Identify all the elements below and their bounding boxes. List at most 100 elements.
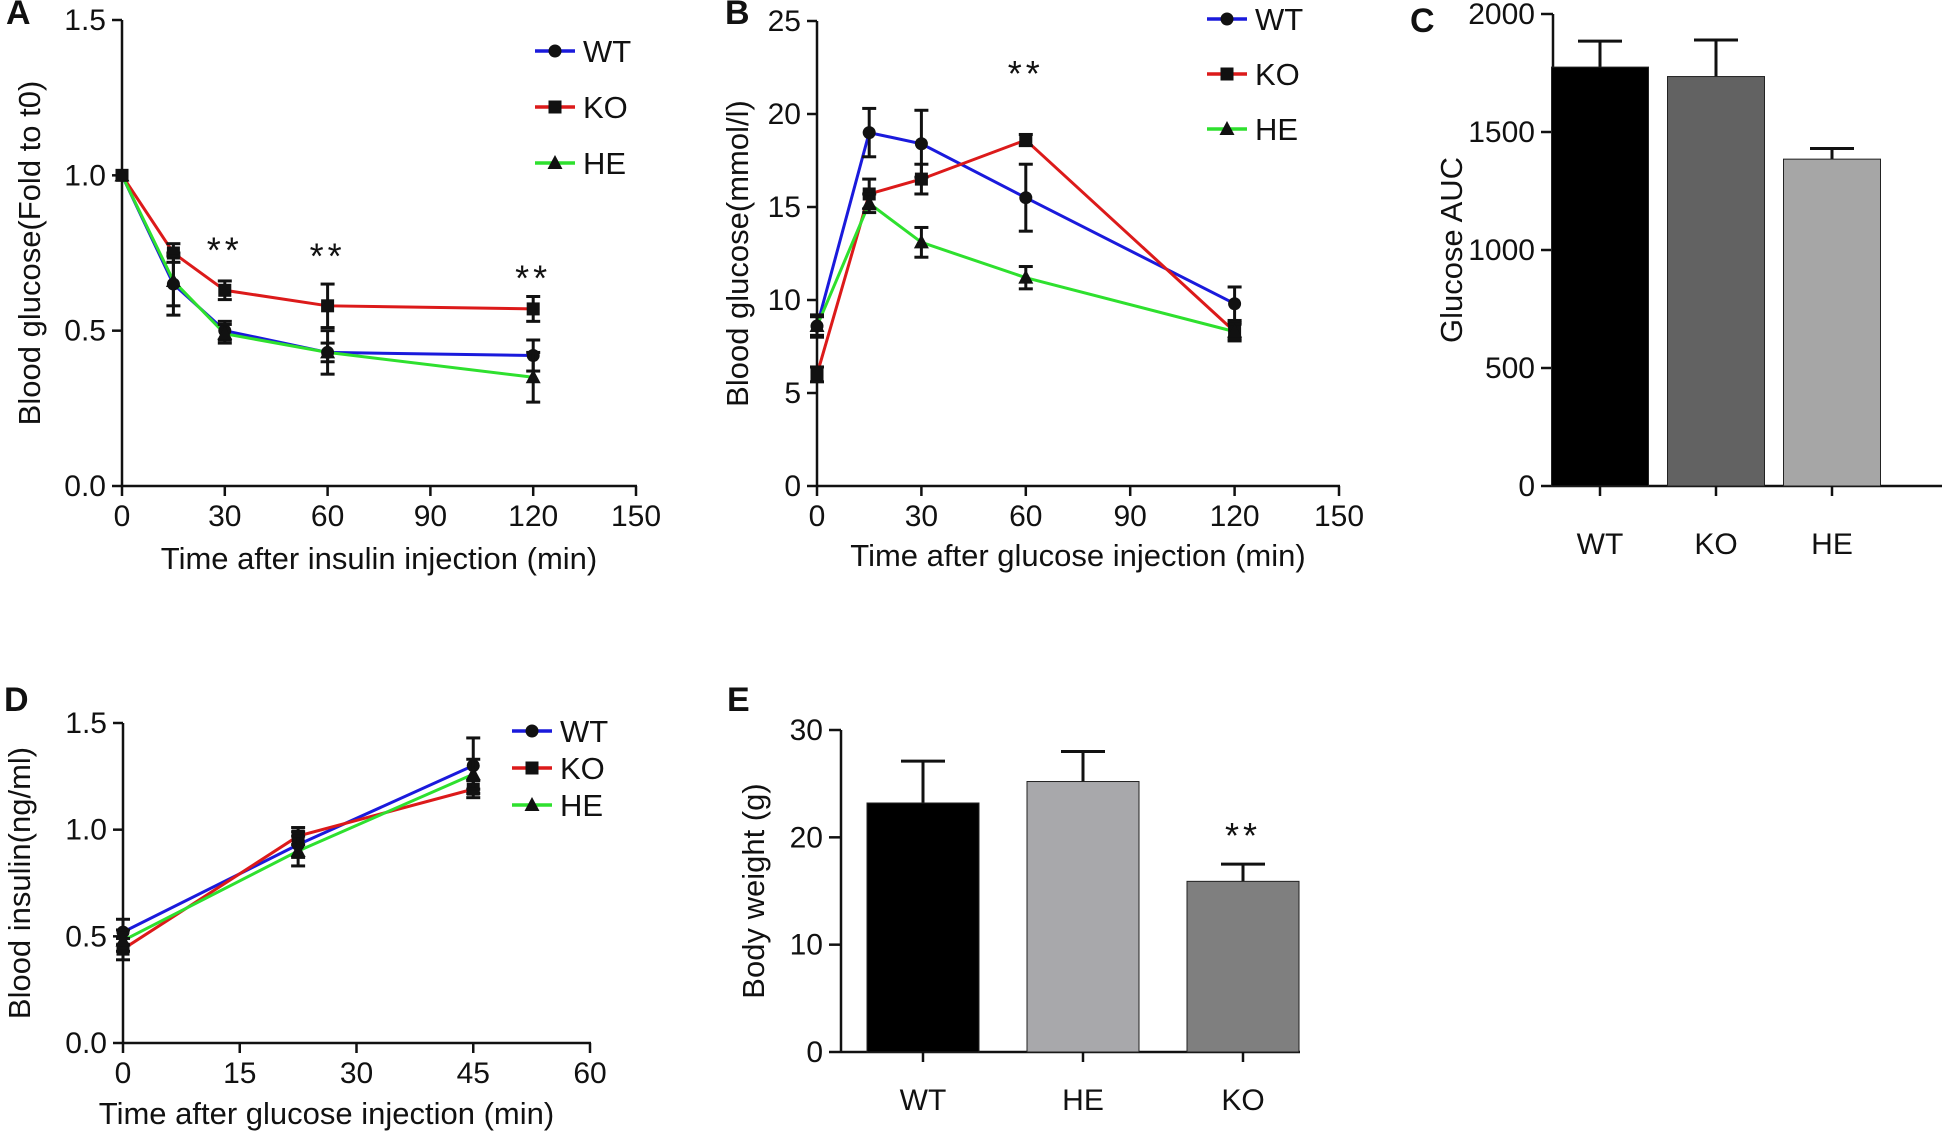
legend-marker-ko <box>548 100 562 114</box>
legend-marker-wt <box>1220 12 1234 26</box>
legend-label-wt: WT <box>1255 2 1303 37</box>
y-tick-label: 0.5 <box>64 315 106 348</box>
significance-stars: ** <box>207 229 243 270</box>
significance-stars: ** <box>310 236 346 277</box>
y-tick-label: 0 <box>806 1036 823 1069</box>
data-point-ko <box>218 283 232 297</box>
legend-marker-ko <box>1220 67 1234 81</box>
bar-wt <box>866 802 980 1053</box>
legend-marker-wt <box>548 44 562 58</box>
panel-letter-e: E <box>727 681 750 719</box>
x-tick-label: 150 <box>611 500 661 533</box>
data-point-ko <box>810 367 824 381</box>
bar-wt <box>1551 66 1649 487</box>
y-tick-label: 20 <box>768 98 801 131</box>
y-tick-label: 2000 <box>1468 0 1535 31</box>
data-point-he <box>217 325 233 340</box>
y-tick-label: 20 <box>790 821 823 854</box>
y-tick-label: 0.0 <box>64 470 106 503</box>
data-point-ko <box>526 302 540 316</box>
data-point-he <box>465 766 481 781</box>
x-tick-label: 60 <box>311 500 344 533</box>
y-tick-label: 1000 <box>1468 234 1535 267</box>
panel-a-insulin-tolerance-chart: A 0 30 60 90 120 150 0.0 0.5 1.0 1.5 Time after in… <box>6 0 661 576</box>
panel-d-blood-insulin-chart: D 0 15 30 45 60 0.0 0.5 1.0 1.5 Time after glucos… <box>2 681 608 1131</box>
panel-b-glucose-tolerance-chart: B 0 30 60 90 120 150 0 5 10 15 20 25 Time after gluc… <box>720 0 1364 573</box>
data-point-he <box>165 272 181 287</box>
y-tick-label: 25 <box>768 5 801 38</box>
x-tick-label: 0 <box>809 500 826 533</box>
data-point-he <box>525 369 541 384</box>
panel-letter-c: C <box>1410 2 1435 40</box>
data-point-he <box>115 932 131 947</box>
x-tick-label-wt: WT <box>1577 528 1624 561</box>
y-tick-label: 15 <box>768 191 801 224</box>
y-tick-label: 30 <box>790 714 823 747</box>
panel-c-glucose-auc-chart: C 0 500 1000 1500 2000 Glucose AUC WT KO HE <box>1410 0 1942 561</box>
x-tick-label: 45 <box>457 1057 490 1090</box>
x-tick-label-wt: WT <box>900 1084 947 1117</box>
significance-stars: ** <box>515 257 551 298</box>
legend-marker-wt <box>525 724 539 738</box>
x-tick-label-he: HE <box>1811 528 1853 561</box>
x-tick-label: 30 <box>905 500 938 533</box>
significance-stars: ** <box>1008 53 1044 94</box>
y-tick-label: 5 <box>784 377 801 410</box>
data-point-he <box>809 318 825 333</box>
data-point-wt <box>914 137 928 151</box>
y-tick-label: 1.5 <box>65 707 107 740</box>
legend-marker-he <box>547 155 563 169</box>
x-tick-label-ko: KO <box>1694 528 1737 561</box>
x-tick-label: 0 <box>114 500 131 533</box>
data-point-wt <box>1228 297 1242 311</box>
y-tick-label: 1.0 <box>65 814 107 847</box>
y-tick-label: 0 <box>1518 470 1535 503</box>
data-point-ko <box>321 299 335 313</box>
x-tick-label: 30 <box>340 1057 373 1090</box>
x-tick-label-ko: KO <box>1221 1084 1264 1117</box>
y-tick-label: 0 <box>784 470 801 503</box>
x-axis-title: Time after glucose injection (min) <box>850 538 1305 573</box>
x-tick-label: 120 <box>508 500 558 533</box>
legend-label-ko: KO <box>560 751 605 786</box>
data-point-he <box>913 234 929 249</box>
x-axis-title: Time after glucose injection (min) <box>99 1096 554 1131</box>
data-point-he <box>1018 269 1034 284</box>
y-tick-label: 10 <box>790 929 823 962</box>
panel-letter-d: D <box>4 681 29 719</box>
y-tick-label: 10 <box>768 284 801 317</box>
legend-label-he: HE <box>583 146 626 181</box>
legend-label-wt: WT <box>560 714 608 749</box>
bar-he <box>1783 158 1881 487</box>
x-tick-label: 30 <box>208 500 241 533</box>
bar-ko <box>1186 880 1300 1053</box>
y-tick-label: 1500 <box>1468 116 1535 149</box>
y-axis-title: Glucose AUC <box>1434 157 1469 343</box>
data-point-ko <box>1019 133 1033 147</box>
legend-label-wt: WT <box>583 34 631 69</box>
legend-label-ko: KO <box>583 90 628 125</box>
y-tick-label: 0.0 <box>65 1027 107 1060</box>
x-tick-label: 150 <box>1314 500 1364 533</box>
y-tick-label: 0.5 <box>65 920 107 953</box>
y-tick-label: 1.5 <box>64 4 106 37</box>
x-tick-label: 0 <box>115 1057 132 1090</box>
legend-marker-ko <box>525 761 539 775</box>
data-point-he <box>114 167 130 182</box>
panel-letter-b: B <box>725 0 750 32</box>
y-axis-title: Blood glucose(Fold to t0) <box>12 81 47 426</box>
legend-label-he: HE <box>1255 112 1298 147</box>
data-point-ko <box>914 172 928 186</box>
panel-e-body-weight-chart: E 0 10 20 30 Body weight (g) WT HE KO ** <box>727 681 1300 1117</box>
bar-ko <box>1667 76 1765 487</box>
y-axis-title: Body weight (g) <box>736 783 771 998</box>
data-point-he <box>320 344 336 359</box>
x-tick-label: 60 <box>573 1057 606 1090</box>
bar-he <box>1026 781 1140 1053</box>
legend-marker-he <box>1219 121 1235 135</box>
data-point-he <box>861 195 877 210</box>
legend-marker-he <box>524 797 540 811</box>
data-point-he <box>290 843 306 857</box>
y-tick-label: 1.0 <box>64 159 106 192</box>
